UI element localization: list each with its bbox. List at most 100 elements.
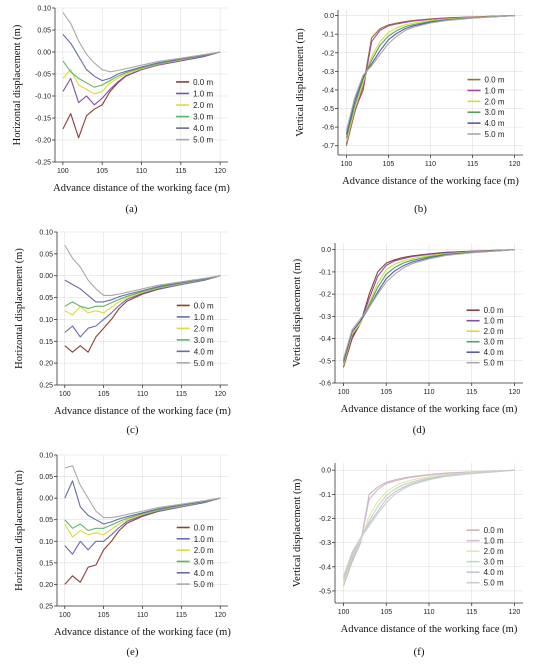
y-tick-label: 0.20: [39, 361, 53, 368]
series-line-4-0-m: [62, 34, 221, 82]
y-tick-label: -0.1: [319, 269, 331, 276]
legend-label: 3.0 m: [194, 336, 214, 345]
legend-label: 5.0 m: [194, 359, 214, 368]
x-tick-label: 100: [59, 612, 71, 619]
series-line-1-0-m: [62, 51, 221, 106]
legend-label: 4.0 m: [484, 568, 504, 577]
y-tick-label: -0.4: [319, 336, 331, 343]
y-tick-label: -0.25: [35, 160, 51, 167]
y-tick-label: -0.7: [322, 143, 334, 150]
y-tick-label: -0.4: [319, 564, 331, 571]
legend-label: 4.0 m: [484, 348, 504, 357]
y-tick-label: -0.20: [35, 138, 51, 145]
chart-panel-a: 0.10 0.05 0.00 -0.05 -0.10 -0.15 -0.20 -0.25 100…: [12, 6, 230, 216]
y-tick-label: -0.10: [35, 94, 51, 101]
y-tick-label: 0.0: [321, 247, 331, 254]
y-tick-label: -0.6: [322, 125, 334, 132]
y-tick-label: -0.3: [319, 540, 331, 547]
x-tick-label: 120: [214, 391, 226, 398]
legend-label: 3.0 m: [485, 108, 505, 117]
legend-label: 2.0 m: [193, 101, 213, 110]
legend-label: 4.0 m: [194, 347, 214, 356]
y-tick-label: 0.10: [39, 453, 53, 460]
legend-label: 2.0 m: [484, 547, 504, 556]
panel-caption: (c): [126, 424, 139, 436]
x-tick-label: 115: [467, 161, 478, 168]
series-line-5-0-m: [345, 15, 515, 131]
legend-label: 5.0 m: [194, 580, 214, 589]
y-tick-label: -0.2: [319, 292, 331, 299]
x-axis-title: Advance distance of the working face (m): [54, 627, 231, 638]
y-tick-label: -0.2: [319, 516, 331, 523]
y-tick-label: 0.05: [39, 295, 53, 302]
y-axis-title: Horizontal displacement (m): [14, 248, 25, 369]
x-tick-label: 115: [175, 168, 186, 175]
series-line-5-0-m: [62, 12, 221, 73]
y-tick-label: -0.1: [322, 32, 334, 39]
legend-label: 0.0 m: [484, 526, 504, 535]
chart-panel-e: 0.10 0.05 0.00 0.05 0.10 0.15 0.20 0.25 100 105 11…: [14, 453, 231, 659]
x-tick-label: 100: [338, 389, 350, 396]
legend-label: 3.0 m: [484, 558, 504, 567]
y-axis-title: Vertical displacement (m): [295, 28, 306, 137]
legend-label: 3.0 m: [484, 338, 504, 347]
legend-label: 3.0 m: [193, 113, 213, 122]
series-line-5-0-m: [64, 465, 221, 519]
x-tick-label: 110: [425, 161, 436, 168]
y-tick-label: -0.05: [35, 72, 51, 79]
x-tick-label: 105: [96, 168, 108, 175]
panel-caption: (b): [414, 203, 427, 215]
y-tick-label: -0.15: [35, 116, 51, 123]
x-axis-title: Advance distance of the working face (m): [54, 406, 231, 417]
y-tick-label: 0.10: [39, 539, 53, 546]
x-tick-label: 100: [57, 168, 69, 175]
series-line-4-0-m: [64, 480, 221, 525]
legend-label: 0.0 m: [194, 301, 214, 310]
panel-caption: (a): [125, 203, 138, 215]
y-axis-title: Vertical displacement (m): [292, 258, 303, 367]
x-tick-label: 100: [341, 161, 353, 168]
legend-label: 3.0 m: [194, 557, 214, 566]
legend-label: 0.0 m: [194, 523, 214, 532]
y-tick-label: 0.25: [39, 383, 53, 390]
chart-panel-d: 0.0 -0.1 -0.2 -0.3 -0.4 -0.5 -0.6 100 105 110 115 1…: [292, 243, 523, 436]
x-tick-label: 105: [380, 389, 392, 396]
x-tick-label: 105: [98, 612, 110, 619]
y-tick-label: 0.25: [39, 604, 53, 611]
x-tick-label: 115: [466, 389, 477, 396]
y-tick-label: 0.0: [321, 468, 331, 475]
series-line-1-0-m: [64, 497, 221, 555]
legend-label: 1.0 m: [193, 89, 213, 98]
y-tick-label: -0.5: [322, 106, 334, 113]
legend-label: 5.0 m: [485, 130, 505, 139]
y-axis-title: Horizontal displacement (m): [14, 470, 25, 591]
x-tick-label: 105: [98, 391, 110, 398]
series-line-4-0-m: [64, 275, 221, 303]
x-tick-label: 120: [509, 161, 521, 168]
x-tick-label: 100: [59, 391, 71, 398]
legend-label: 1.0 m: [484, 537, 504, 546]
chart-panel-b: 0.0 -0.1 -0.2 -0.3 -0.4 -0.5 -0.6 -0.7 100 105 110…: [295, 10, 523, 215]
y-tick-label: -0.3: [319, 314, 331, 321]
y-tick-label: 0.10: [37, 6, 51, 13]
series-line-5-0-m: [64, 244, 221, 296]
legend-label: 2.0 m: [194, 546, 214, 555]
x-tick-label: 110: [423, 609, 434, 616]
y-axis-title: Horizontal displacement (m): [12, 24, 23, 145]
x-axis-title: Advance distance of the working face (m): [341, 404, 518, 415]
x-axis-title: Advance distance of the working face (m): [341, 624, 518, 635]
legend-label: 4.0 m: [194, 569, 214, 578]
legend-label: 4.0 m: [485, 119, 505, 128]
y-tick-label: -0.2: [322, 50, 334, 57]
legend-label: 2.0 m: [194, 324, 214, 333]
y-tick-label: -0.6: [319, 381, 331, 388]
panel-caption: (e): [126, 646, 139, 658]
x-tick-label: 120: [509, 389, 521, 396]
x-tick-label: 115: [176, 612, 187, 619]
legend-label: 1.0 m: [194, 313, 214, 322]
legend-label: 5.0 m: [484, 359, 504, 368]
y-tick-label: -0.4: [322, 87, 334, 94]
x-tick-label: 115: [466, 609, 477, 616]
y-tick-label: 0.10: [39, 317, 53, 324]
